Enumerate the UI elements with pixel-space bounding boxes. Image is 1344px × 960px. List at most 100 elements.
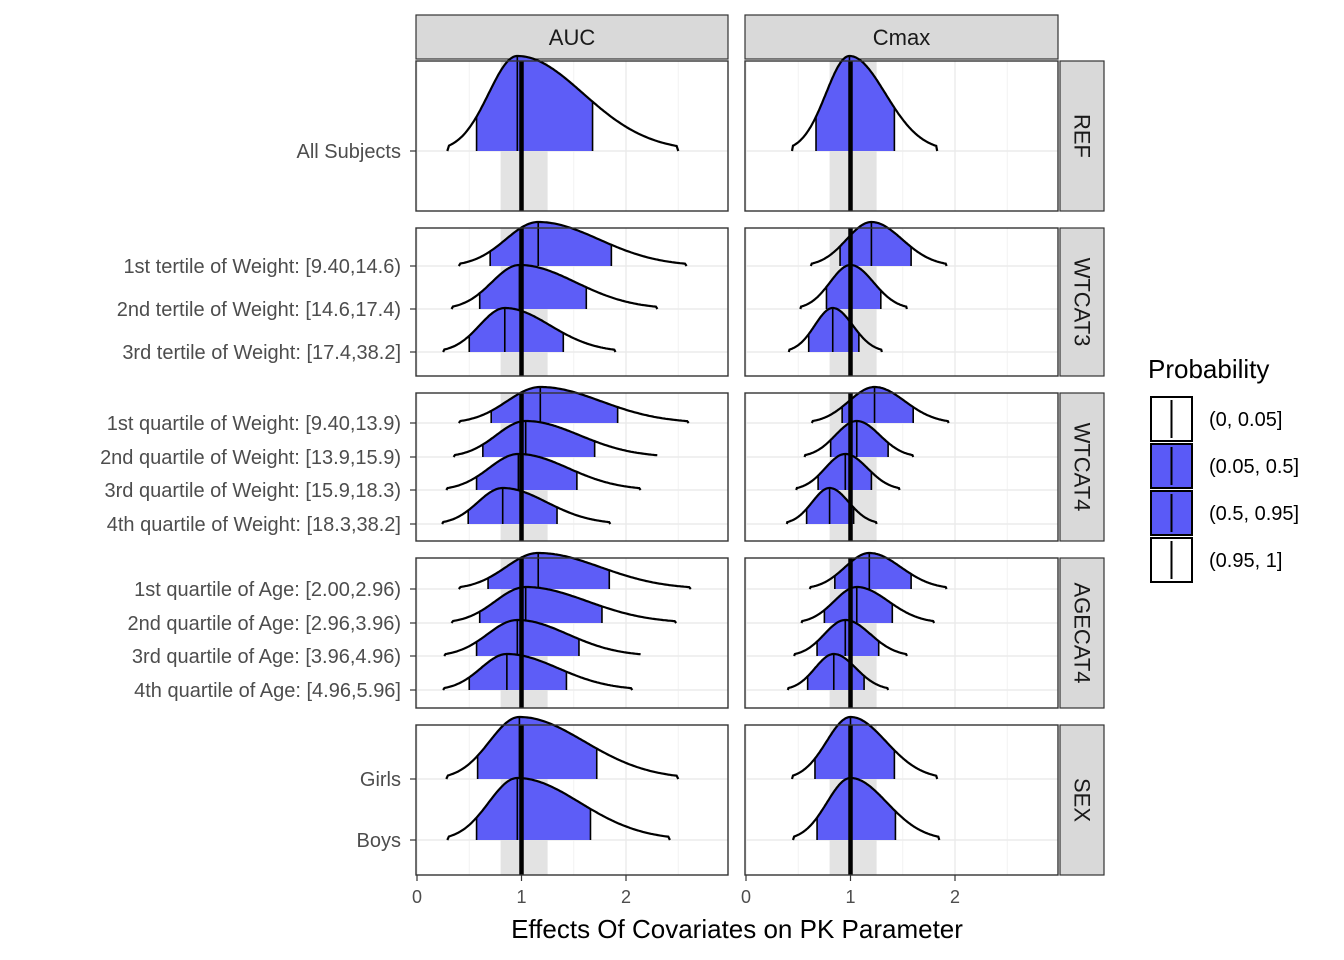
density-curve <box>785 486 878 525</box>
panel-border <box>415 724 729 876</box>
panel-background <box>745 61 1058 211</box>
panel-border <box>744 392 1059 542</box>
density-curve <box>450 585 678 624</box>
panel-cmax-wtcat3 <box>744 220 1059 377</box>
row-strip <box>1059 392 1105 542</box>
y-tick-label: 4th quartile of Age: [4.96,5.96] <box>134 680 401 702</box>
legend-label: (0.05, 0.5] <box>1209 456 1299 478</box>
row-strip-label: SEX <box>1070 778 1095 822</box>
density-fill <box>842 387 914 423</box>
panel-border <box>744 557 1059 709</box>
density-curve <box>443 618 641 657</box>
panel-border <box>415 557 729 709</box>
density-curve <box>810 385 950 424</box>
density-curve <box>795 452 901 491</box>
density-fill <box>808 308 859 352</box>
panel-cmax-sex <box>744 715 1059 876</box>
panel-cmax-ref <box>744 54 1059 212</box>
y-tick-label: 1st tertile of Weight: [9.40,14.6) <box>123 256 401 278</box>
row-strip <box>1059 227 1105 377</box>
column-strip-label: Cmax <box>873 25 930 50</box>
y-tick-label: 1st quartile of Age: [2.00,2.96) <box>134 579 401 601</box>
x-tick-label: 0 <box>741 887 751 907</box>
density-curve <box>442 652 634 691</box>
x-tick-label: 2 <box>950 887 960 907</box>
density-curve <box>809 220 948 267</box>
panel-cmax-wtcat4 <box>744 385 1059 542</box>
legend-label: (0, 0.05] <box>1209 409 1282 431</box>
legend-key <box>1150 490 1193 536</box>
y-tick-label: Girls <box>360 769 401 791</box>
density-curve <box>445 715 680 780</box>
panel-border <box>415 60 729 212</box>
column-strip-label: AUC <box>549 25 596 50</box>
legend-key <box>1150 443 1193 489</box>
y-tick-label: 3rd quartile of Weight: [15.9,18.3) <box>105 480 401 502</box>
column-strip <box>415 14 729 60</box>
x-tick-label: 1 <box>516 887 526 907</box>
legend-label: (0.5, 0.95] <box>1209 503 1299 525</box>
panel-border <box>744 724 1059 876</box>
y-tick-label: 2nd quartile of Age: [2.96,3.96) <box>127 613 401 635</box>
panels-layer: AUC Cmax REF All Subjects WTCAT3 1st tertile … <box>100 14 1105 907</box>
density-fill <box>469 654 567 690</box>
density-curve <box>787 306 883 353</box>
density-fill <box>476 778 591 840</box>
density-curve <box>791 776 941 841</box>
density-fill <box>488 553 610 589</box>
panel-border <box>415 227 729 377</box>
density-curve <box>446 54 680 152</box>
y-tick-label: 4th quartile of Weight: [18.3,38.2] <box>107 514 401 536</box>
density-curve <box>790 715 939 780</box>
density-curve <box>803 419 915 458</box>
density-curve <box>786 652 890 691</box>
panel-auc-ref <box>415 54 729 212</box>
density-curve <box>452 419 658 458</box>
y-tick-label: 2nd quartile of Weight: [13.9,15.9) <box>100 447 401 469</box>
legend-key <box>1150 396 1193 442</box>
panel-auc-agecat4 <box>415 551 729 709</box>
legend-key <box>1150 537 1193 583</box>
row-strip <box>1059 557 1105 709</box>
density-curve <box>457 551 692 590</box>
panel-cmax-agecat4 <box>744 551 1059 709</box>
row-strip-label: AGECAT4 <box>1070 582 1095 683</box>
density-fill <box>476 454 577 490</box>
y-tick-label: Boys <box>357 830 401 852</box>
y-tick-label: 1st quartile of Weight: [9.40,13.9) <box>107 413 401 435</box>
y-tick-label: 3rd quartile of Age: [3.96,4.96) <box>132 646 401 668</box>
row-strip-label: REF <box>1070 114 1095 158</box>
density-fill <box>816 56 895 151</box>
density-curve <box>450 263 659 310</box>
x-tick-label: 2 <box>621 887 631 907</box>
panel-background <box>745 725 1058 875</box>
panel-border <box>744 60 1059 212</box>
x-axis-title: Effects Of Covariates on PK Parameter <box>511 914 963 944</box>
density-fill <box>469 308 564 352</box>
x-tick-label: 0 <box>412 887 422 907</box>
density-fill <box>482 421 595 457</box>
row-strip <box>1059 724 1105 876</box>
y-tick-label: 3rd tertile of Weight: [17.4,38.2] <box>122 342 401 364</box>
row-strip <box>1059 60 1105 212</box>
panel-auc-wtcat3 <box>415 220 729 377</box>
legend-title: Probability <box>1148 354 1269 384</box>
density-curve <box>799 263 908 310</box>
column-strip <box>744 14 1059 60</box>
legend-label: (0.95, 1] <box>1209 550 1282 572</box>
panel-auc-sex <box>415 715 729 876</box>
legend: (0, 0.05] (0.05, 0.5] (0.5, 0.95] (0.95, 1] <box>1150 396 1299 583</box>
y-tick-label: 2nd tertile of Weight: [14.6,17.4) <box>117 299 401 321</box>
x-tick-label: 1 <box>845 887 855 907</box>
row-strip-label: WTCAT3 <box>1070 258 1095 347</box>
density-curve <box>790 54 939 152</box>
density-fill <box>817 778 896 840</box>
panel-border <box>744 227 1059 377</box>
density-curve <box>800 585 936 624</box>
density-curve <box>445 452 642 491</box>
density-curve <box>442 306 617 353</box>
density-curve <box>446 776 671 841</box>
density-curve <box>808 551 948 590</box>
density-fill <box>814 717 895 779</box>
